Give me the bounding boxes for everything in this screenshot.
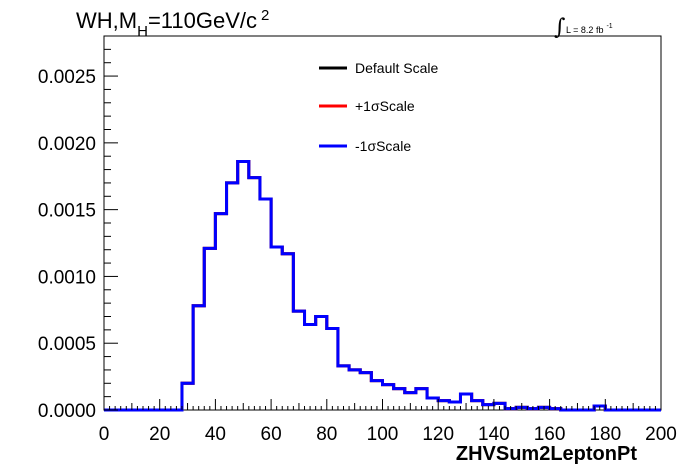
x-tick-label: 200 [645,424,677,445]
y-tick-label: 0.0000 [38,401,96,422]
x-tick-label: 120 [422,424,454,445]
x-tick-label: 180 [589,424,621,445]
x-tick-label: 40 [205,424,226,445]
x-tick-label: 140 [478,424,510,445]
luminosity-label: ∫ L = 8.2 fb -1 [554,15,613,40]
y-axis: 0.0000 0.0005 0.0010 0.0015 0.0020 0.0025 [38,35,118,422]
series-line-1 [104,160,661,412]
y-tick-label: 0.0005 [38,334,96,355]
legend-label-2: +1σScale [355,98,415,114]
chart-title: WH,MH=110GeV/c 2 [76,7,269,40]
series-line-3 [104,160,661,412]
y-tick-label: 0.0020 [38,134,96,155]
series-line-2 [104,160,661,412]
x-tick-label: 0 [99,424,110,445]
x-tick-label: 80 [316,424,337,445]
legend-label-1: Default Scale [355,60,438,76]
legend: Default Scale +1σScale -1σScale [319,60,438,154]
x-tick-label: 20 [149,424,170,445]
x-tick-label: 60 [261,424,282,445]
luminosity-text: L = 8.2 fb -1 [566,23,613,35]
series-layer [104,160,661,412]
x-tick-label: 160 [534,424,566,445]
y-tick-label: 0.0015 [38,201,96,222]
y-tick-label: 0.0010 [38,267,96,288]
x-axis: 0 20 40 60 80 100 120 140 160 180 200 [99,399,677,445]
x-tick-label: 100 [367,424,399,445]
integral-symbol: ∫ [554,15,566,40]
plot-frame [103,35,662,411]
legend-label-3: -1σScale [355,138,411,154]
y-tick-label: 0.0025 [38,67,96,88]
x-axis-label: ZHVSum2LeptonPt [456,443,637,465]
